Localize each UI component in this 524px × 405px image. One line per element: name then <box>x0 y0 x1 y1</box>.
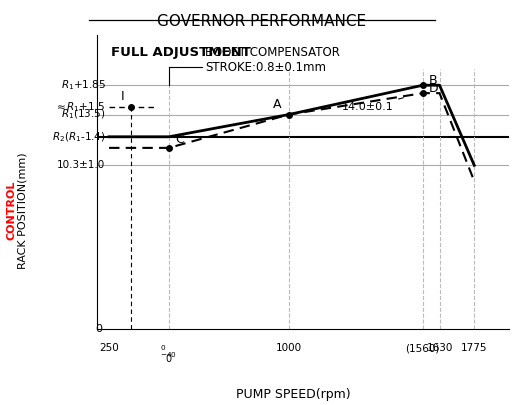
Text: $R_2$($R_1$-1.4): $R_2$($R_1$-1.4) <box>52 130 105 144</box>
Text: $R_1$+1.85: $R_1$+1.85 <box>61 78 105 92</box>
Text: $R_1$(13.5): $R_1$(13.5) <box>61 108 105 122</box>
Text: 10.3±1.0: 10.3±1.0 <box>57 160 105 171</box>
Text: A: A <box>273 98 281 111</box>
Text: D: D <box>429 82 439 95</box>
Text: 1000: 1000 <box>276 343 302 353</box>
Text: 14.0±0.1: 14.0±0.1 <box>341 98 403 112</box>
Text: C: C <box>175 133 183 146</box>
Text: I: I <box>121 90 125 103</box>
Text: $\approx$$R_1$+1.5: $\approx$$R_1$+1.5 <box>54 100 105 113</box>
Text: (1560): (1560) <box>406 343 440 353</box>
Text: $^{0}_{-40}$: $^{0}_{-40}$ <box>160 343 178 360</box>
Text: RACK POSITION(mm): RACK POSITION(mm) <box>17 152 27 269</box>
Text: PUMP SPEED(rpm): PUMP SPEED(rpm) <box>236 388 351 401</box>
Text: 1630: 1630 <box>427 343 453 353</box>
Text: B: B <box>429 74 438 87</box>
Text: 0: 0 <box>166 354 172 364</box>
Text: FULL ADJUSTMENT: FULL ADJUSTMENT <box>112 46 252 60</box>
Text: 1775: 1775 <box>461 343 487 353</box>
Text: GOVERNOR PERFORMANCE: GOVERNOR PERFORMANCE <box>157 14 367 29</box>
Text: 250: 250 <box>99 343 119 353</box>
Text: CONTROL: CONTROL <box>6 181 17 240</box>
Text: 0: 0 <box>95 324 102 334</box>
Text: BOOST COMPENSATOR
STROKE:0.8±0.1mm: BOOST COMPENSATOR STROKE:0.8±0.1mm <box>205 46 340 75</box>
